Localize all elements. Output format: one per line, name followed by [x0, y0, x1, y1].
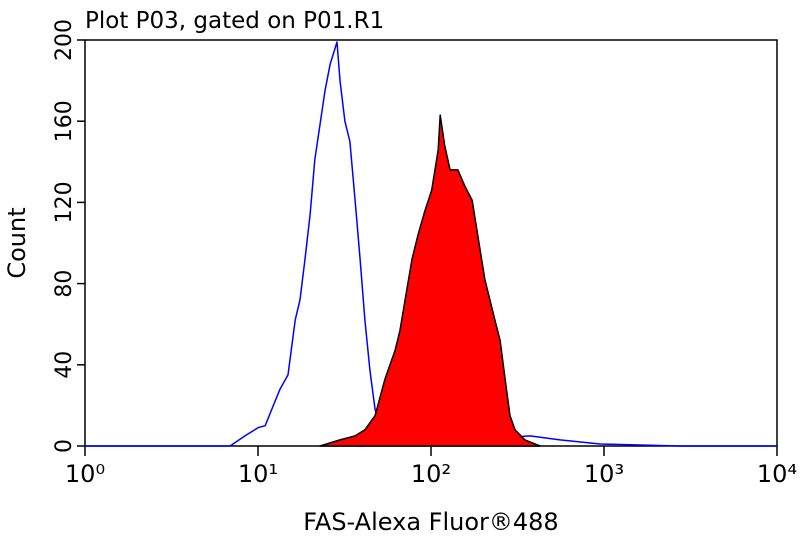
- x-tick-label: 10²: [411, 460, 451, 488]
- y-tick-label: 80: [52, 270, 77, 298]
- y-tick-label: 0: [52, 439, 77, 453]
- x-tick-label: 10³: [584, 460, 624, 488]
- x-tick-label: 10⁴: [757, 460, 797, 488]
- y-axis-label: Count: [3, 207, 31, 278]
- x-tick-label: 10¹: [238, 460, 278, 488]
- histogram-area: [319, 114, 541, 447]
- y-tick-label: 160: [52, 100, 77, 142]
- x-axis-label: FAS-Alexa Fluor®488: [303, 508, 558, 536]
- x-tick-label: 10⁰: [65, 460, 105, 488]
- y-tick-label: 40: [52, 351, 77, 379]
- y-tick-label: 200: [52, 19, 77, 61]
- chart-title: Plot P03, gated on P01.R1: [85, 8, 384, 34]
- y-tick-label: 120: [52, 181, 77, 223]
